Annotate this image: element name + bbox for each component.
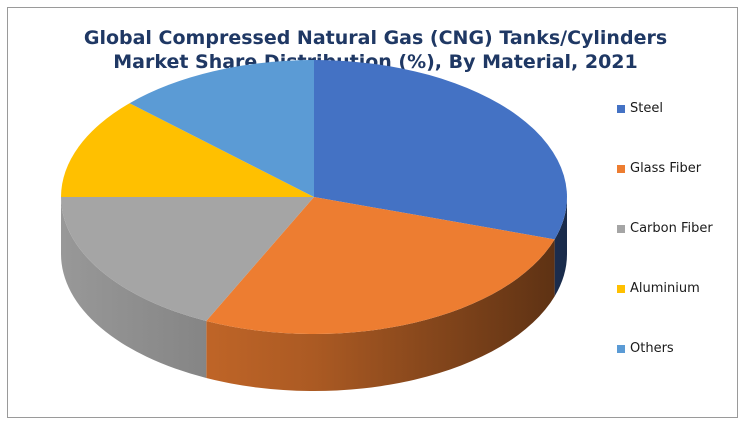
chart-title-line-1: Global Compressed Natural Gas (CNG) Tank… xyxy=(83,27,668,49)
legend-label-others: Others xyxy=(630,341,674,356)
slice-others xyxy=(129,60,314,197)
legend-swatch-carbon-fiber xyxy=(617,225,625,233)
slice-carbon-fiber xyxy=(61,197,314,321)
legend-swatch-others xyxy=(617,345,625,353)
slice-glass-fiber xyxy=(206,197,555,335)
legend-label-glass-fiber: Glass Fiber xyxy=(630,161,702,176)
slice-side-steel xyxy=(554,197,567,297)
legend-label-carbon-fiber: Carbon Fiber xyxy=(630,221,713,236)
pie-slices xyxy=(61,60,567,335)
legend-swatch-glass-fiber xyxy=(617,165,625,173)
slice-side-carbon-fiber xyxy=(61,197,207,378)
legend-label-steel: Steel xyxy=(630,101,663,116)
legend-label-aluminium: Aluminium xyxy=(630,281,700,296)
pie-sides xyxy=(61,197,567,391)
legend-swatch-aluminium xyxy=(617,285,625,293)
slice-steel xyxy=(314,60,567,240)
legend-swatch-steel xyxy=(617,105,625,113)
slice-aluminium xyxy=(61,103,314,197)
slice-side-glass-fiber xyxy=(206,239,555,391)
